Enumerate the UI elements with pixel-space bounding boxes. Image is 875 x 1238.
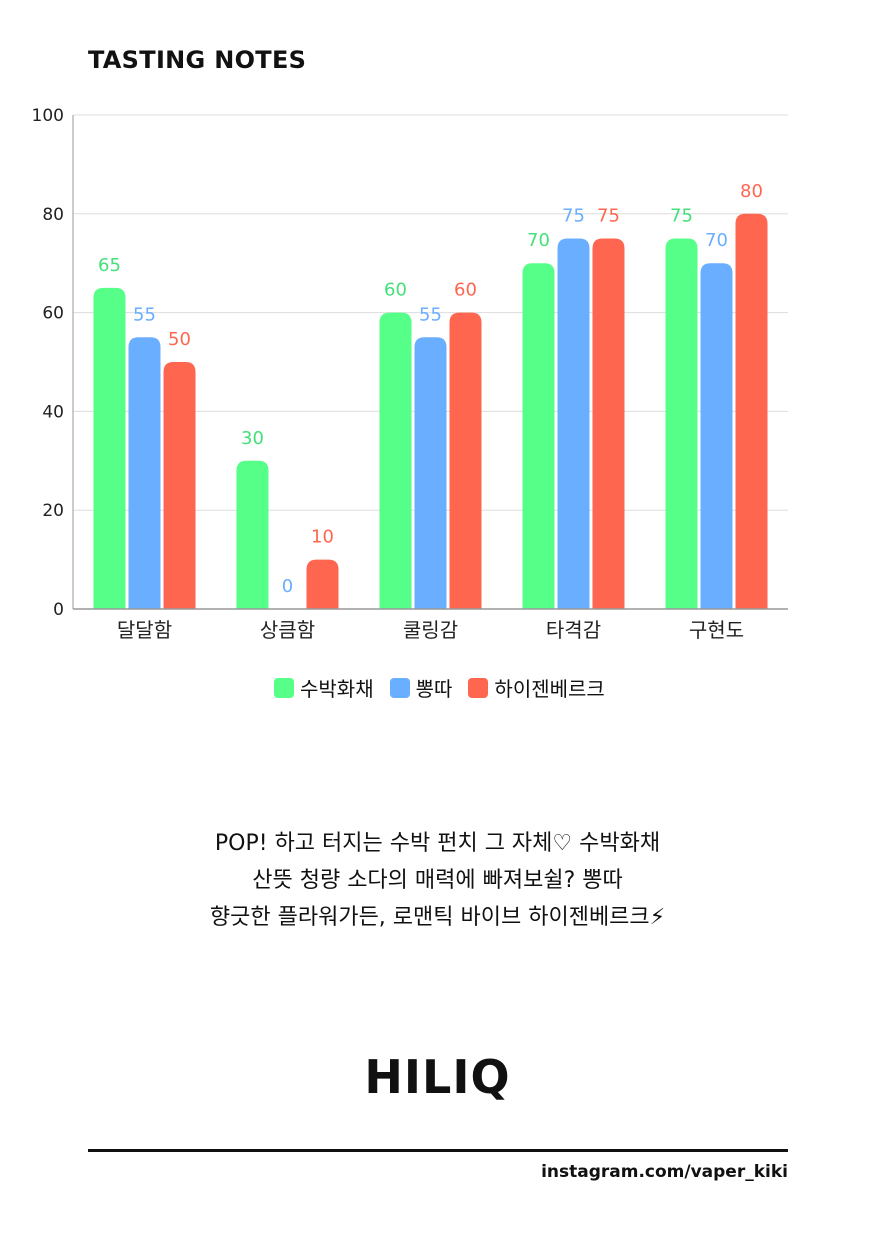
bar	[449, 312, 482, 609]
data-label: 75	[597, 206, 620, 227]
chart-title: TASTING NOTES	[88, 46, 307, 74]
legend-swatch-heisenberg	[468, 677, 489, 698]
y-tick-label: 20	[42, 501, 64, 521]
data-label: 65	[98, 255, 121, 276]
bar	[592, 238, 625, 609]
x-tick-label: 구현도	[689, 618, 744, 642]
bar-chart: 0 20 40 60 80 100 65 55 50 달달함 30 0 10 상큼함 60 55 60 쿨링감 70…	[32, 106, 788, 642]
description-line: 산뜻 청량 소다의 매력에 빠져보쉴? 뽕따	[252, 868, 623, 893]
flavor-description: POP! 하고 터지는 수박 펀치 그 자체♡ 수박화채 산뜻 청량 소다의 매…	[0, 825, 875, 936]
bar	[236, 460, 269, 609]
bar	[414, 337, 447, 609]
bar	[379, 312, 412, 609]
footer-divider	[88, 1149, 788, 1152]
legend-item-watermelon: 수박화채	[274, 673, 374, 702]
x-tick-label: 타격감	[546, 618, 601, 642]
x-tick-label: 달달함	[117, 618, 172, 642]
data-label: 70	[705, 230, 728, 251]
legend-label-heisenberg: 하이젠베르크	[494, 677, 605, 701]
y-tick-label: 100	[32, 106, 64, 126]
bar	[522, 263, 555, 609]
y-tick-label: 80	[42, 205, 64, 225]
data-label: 10	[311, 527, 334, 548]
description-line: POP! 하고 터지는 수박 펀치 그 자체♡ 수박화채	[214, 831, 661, 856]
brand-name: HILIQ	[364, 1050, 511, 1104]
bar	[163, 362, 196, 609]
description-line: 향긋한 플라워가든, 로맨틱 바이브 하이젠베르크⚡	[209, 905, 666, 930]
bar	[557, 238, 590, 609]
data-label: 75	[562, 206, 585, 227]
data-label: 55	[133, 304, 156, 325]
bar	[93, 287, 126, 609]
data-label: 50	[168, 329, 191, 350]
legend-swatch-watermelon	[274, 677, 294, 698]
data-label: 80	[740, 181, 763, 202]
instagram-handle: instagram.com/vaper_kiki	[541, 1162, 788, 1182]
legend-label-watermelon: 수박화채	[300, 677, 374, 701]
x-tick-label: 상큼함	[260, 618, 315, 642]
chart-legend: 수박화채 뽕따 하이젠베르크	[274, 673, 605, 702]
bar	[306, 559, 339, 609]
data-label: 70	[527, 230, 550, 251]
bar	[700, 263, 733, 609]
y-tick-label: 60	[42, 304, 64, 324]
legend-swatch-ppongtta	[389, 677, 410, 698]
data-label: 30	[241, 428, 264, 449]
legend-item-heisenberg: 하이젠베르크	[468, 673, 605, 702]
legend-item-ppongtta: 뽕따	[389, 673, 453, 702]
bar	[128, 337, 161, 609]
data-label: 55	[419, 304, 442, 325]
data-label: 60	[384, 280, 407, 301]
x-tick-label: 쿨링감	[403, 618, 458, 642]
bar	[735, 213, 768, 610]
legend-label-ppongtta: 뽕따	[415, 677, 453, 701]
y-tick-label: 40	[42, 402, 64, 422]
data-label: 0	[282, 576, 293, 597]
bar	[665, 238, 698, 609]
y-tick-label: 0	[53, 600, 64, 620]
data-label: 60	[454, 280, 477, 301]
data-label: 75	[670, 206, 693, 227]
